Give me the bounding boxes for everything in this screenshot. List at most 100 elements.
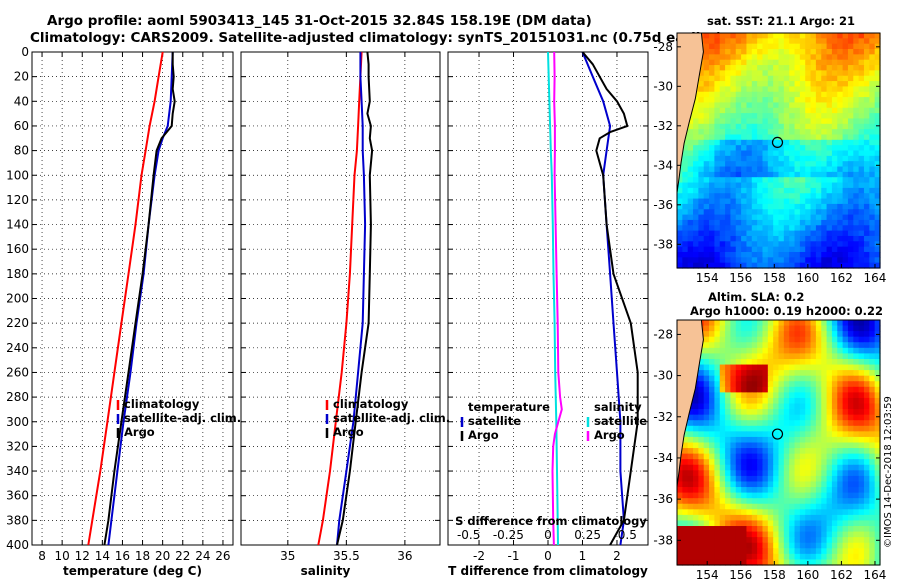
map-cell (741, 548, 748, 555)
map-cell (831, 403, 838, 410)
map-cell (821, 503, 828, 510)
map-cell (874, 97, 881, 104)
map-cell (730, 38, 737, 45)
map-cell (799, 70, 806, 77)
series-line-temperature-satellite (581, 51, 625, 546)
map-cell (687, 230, 694, 237)
map-cell (714, 209, 721, 216)
x-tick-label: 1 (579, 549, 587, 563)
map-cell (831, 503, 838, 510)
map-cell (799, 442, 806, 449)
map-cell (815, 225, 822, 232)
map-cell (842, 155, 849, 162)
map-cell (698, 353, 705, 360)
map-cell (869, 358, 876, 366)
map-cell (725, 43, 732, 50)
map-cell (767, 129, 774, 136)
map-cell (703, 325, 710, 332)
map-cell (810, 235, 817, 242)
map-cell (682, 257, 689, 264)
map-cell (714, 198, 721, 205)
map-cell (682, 448, 689, 455)
map-cell (751, 209, 758, 216)
map-cell (741, 520, 748, 527)
map-cell (725, 342, 732, 349)
map-cell (863, 414, 870, 421)
map-cell (831, 386, 838, 393)
map-cell (863, 166, 870, 173)
map-cell (730, 161, 737, 168)
map-cell (837, 431, 844, 438)
map-cell (677, 542, 683, 549)
map-cell (778, 364, 785, 371)
map-cell (773, 370, 780, 377)
map-cell (826, 209, 833, 216)
map-cell (847, 235, 854, 242)
map-cell (693, 241, 699, 248)
map-cell (714, 251, 721, 258)
map-cell (863, 171, 870, 178)
map-cell (858, 113, 865, 120)
map-cell (794, 198, 801, 205)
map-cell (789, 75, 796, 82)
map-cell (874, 392, 881, 399)
map-cell (762, 464, 769, 471)
map-cell (693, 475, 699, 483)
map-cell (730, 531, 737, 538)
map-cell (853, 134, 860, 141)
map-cell (730, 54, 737, 61)
map-cell (714, 548, 721, 555)
map-cell (735, 381, 742, 388)
map-cell (778, 59, 785, 66)
map-cell (805, 225, 812, 232)
map-cell (714, 33, 721, 39)
map-cell (842, 336, 849, 343)
map-cell (869, 425, 876, 432)
map-cell (746, 171, 753, 178)
map-cell (837, 134, 844, 141)
map-cell (746, 166, 753, 173)
map-cell (677, 509, 683, 516)
map-cell (773, 102, 780, 109)
map-cell (703, 392, 710, 399)
map-cell (751, 241, 758, 248)
map-cell (869, 113, 876, 120)
map-cell (693, 464, 699, 471)
map-cell (810, 470, 817, 477)
map-cell (741, 123, 748, 130)
map-cell (725, 509, 732, 516)
map-cell (805, 214, 812, 221)
map-cell (741, 177, 748, 184)
map-cell (757, 251, 764, 258)
map-cell (773, 487, 780, 494)
map-cell (794, 262, 801, 269)
map-cell (799, 498, 806, 505)
map-cell (698, 129, 705, 136)
map-cell (778, 145, 785, 152)
map-cell (815, 392, 822, 399)
y-tick-label: 100 (6, 168, 29, 182)
map-cell (767, 257, 774, 264)
map-x-tick-label: 160 (796, 271, 819, 285)
map-cell (789, 257, 796, 264)
map-cell (874, 364, 881, 371)
map-cell (741, 537, 748, 544)
map-cell (805, 118, 812, 125)
map-cell (778, 325, 785, 332)
map-cell (858, 342, 865, 349)
map-cell (826, 145, 833, 152)
map-cell (810, 251, 817, 258)
map-cell (858, 364, 865, 371)
map-cell (847, 403, 854, 410)
map-cell (767, 246, 774, 253)
map-cell (831, 425, 838, 432)
map-cell (767, 155, 774, 162)
map-cell (815, 397, 822, 405)
map-cell (725, 33, 732, 39)
map-cell (719, 542, 726, 549)
map-cell (863, 459, 870, 466)
map-cell (778, 442, 785, 449)
map-cell (735, 262, 742, 269)
map-cell (741, 409, 748, 416)
map-cell (837, 102, 844, 109)
